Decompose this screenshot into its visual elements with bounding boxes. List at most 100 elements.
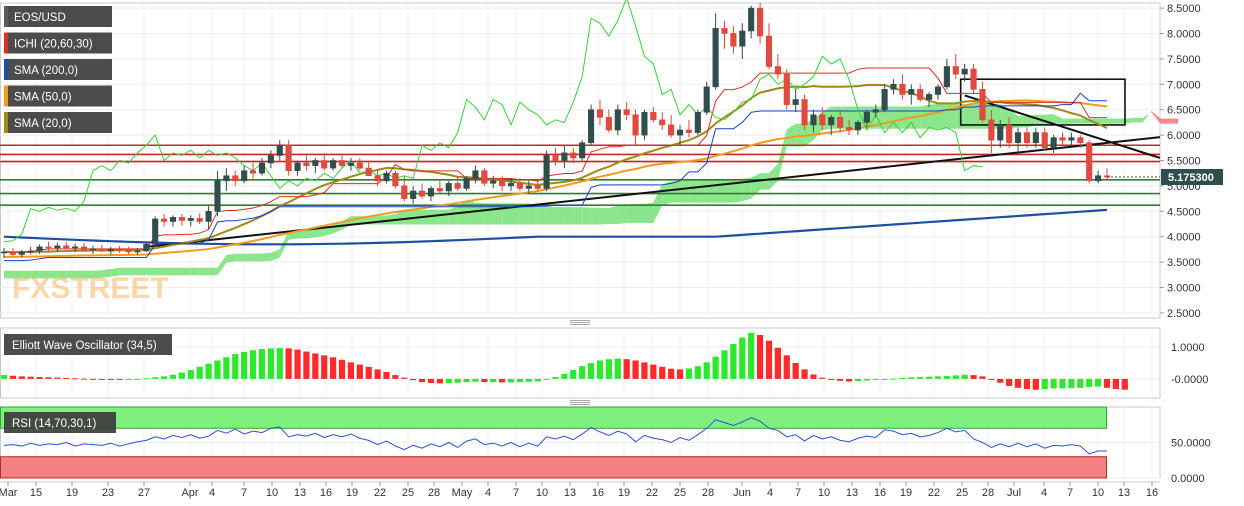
candle bbox=[863, 109, 870, 128]
ewo-bar bbox=[712, 356, 719, 379]
ewo-bar bbox=[169, 374, 177, 379]
candle bbox=[614, 104, 621, 136]
current-price-badge bbox=[1161, 168, 1223, 185]
candle-body bbox=[481, 170, 488, 184]
ichimoku-cloud-segment bbox=[1169, 118, 1179, 124]
ichimoku-cloud-segment bbox=[1098, 118, 1107, 124]
ewo-bar bbox=[285, 348, 292, 379]
candle bbox=[507, 178, 515, 191]
candle-body bbox=[134, 250, 141, 253]
candle-body bbox=[330, 160, 337, 169]
legend-item[interactable]: EOS/USD bbox=[4, 6, 112, 27]
ewo-bar bbox=[374, 369, 381, 379]
legend-item[interactable]: SMA (20,0) bbox=[4, 112, 112, 133]
candle bbox=[436, 180, 443, 194]
candle bbox=[748, 5, 755, 39]
candle-body bbox=[98, 248, 105, 252]
legend-color-swatch bbox=[4, 6, 8, 27]
ewo-bar bbox=[63, 377, 70, 379]
candle-body bbox=[854, 122, 861, 131]
legend-item[interactable]: ICHI (20,60,30) bbox=[4, 32, 112, 54]
ewo-bar bbox=[356, 364, 363, 379]
legend-color-swatch bbox=[4, 85, 8, 107]
price-tick-label: 5.5000 bbox=[1167, 156, 1201, 168]
ewo-bar bbox=[232, 354, 239, 379]
legend-color-swatch bbox=[4, 32, 8, 54]
ichimoku-cloud-segment bbox=[537, 207, 547, 225]
candle-body bbox=[161, 218, 168, 222]
candle bbox=[525, 180, 532, 194]
candle bbox=[205, 206, 212, 230]
ichimoku-cloud-segment bbox=[715, 179, 725, 203]
ewo-bar bbox=[1121, 378, 1128, 390]
rsi-line bbox=[3, 417, 1107, 455]
panel-resize-handle[interactable] bbox=[570, 400, 590, 405]
candle bbox=[161, 213, 168, 227]
candle bbox=[881, 84, 888, 113]
ichimoku-cloud-segment bbox=[786, 123, 796, 147]
candle bbox=[926, 91, 933, 108]
legend-item[interactable]: SMA (50,0) bbox=[4, 85, 112, 107]
candle bbox=[321, 155, 328, 171]
ewo-bar bbox=[134, 378, 141, 380]
candle bbox=[472, 165, 479, 184]
ewo-bar bbox=[961, 374, 968, 379]
candle bbox=[765, 23, 773, 70]
candle-body bbox=[196, 218, 203, 222]
candle bbox=[241, 165, 248, 184]
candle bbox=[703, 81, 710, 115]
ewo-title-box bbox=[4, 334, 172, 355]
candle-body bbox=[116, 249, 123, 251]
candle bbox=[668, 114, 675, 138]
candle-body bbox=[730, 33, 737, 47]
candle-body bbox=[374, 175, 381, 182]
candle bbox=[1041, 127, 1048, 151]
candle-body bbox=[552, 155, 559, 161]
candle-body bbox=[845, 127, 853, 131]
ewo-bar bbox=[18, 376, 25, 379]
candle-body bbox=[988, 119, 995, 141]
ewo-bar bbox=[970, 375, 977, 379]
ewo-bar bbox=[125, 378, 132, 380]
ichimoku-cloud-segment bbox=[190, 267, 200, 276]
candle bbox=[258, 157, 266, 176]
candle bbox=[303, 155, 310, 171]
rsi-tick-label: 50.0000 bbox=[1171, 438, 1211, 450]
ewo-bar bbox=[863, 378, 870, 381]
candle bbox=[917, 84, 924, 103]
candle bbox=[347, 157, 354, 171]
time-tick-label: Apr bbox=[181, 487, 198, 499]
price-tick-label: 4.0000 bbox=[1167, 232, 1201, 244]
candle bbox=[774, 53, 781, 80]
candle-body bbox=[89, 248, 97, 251]
ewo-bar bbox=[321, 355, 328, 379]
ewo-bar bbox=[1006, 378, 1013, 386]
ewo-panel-frame bbox=[0, 327, 1161, 399]
time-tick-label: Jul bbox=[1007, 487, 1021, 499]
time-tick-label: 10 bbox=[266, 487, 278, 499]
candle-body bbox=[490, 180, 497, 184]
legend-item[interactable]: SMA (200,0) bbox=[4, 59, 112, 80]
time-tick-label: 7 bbox=[795, 487, 801, 499]
candle bbox=[516, 178, 523, 191]
candle-body bbox=[961, 68, 968, 75]
ichimoku-cloud-segment bbox=[528, 203, 538, 225]
ichimoku-cloud-segment bbox=[261, 252, 271, 262]
candle bbox=[392, 170, 399, 189]
legend-item-label: EOS/USD bbox=[14, 12, 66, 24]
price-tick-label: 2.5000 bbox=[1167, 308, 1201, 320]
candle-body bbox=[232, 175, 239, 182]
candle bbox=[214, 170, 221, 217]
ewo-bar bbox=[490, 378, 497, 383]
ewo-bar bbox=[196, 366, 203, 379]
panel-resize-handle[interactable] bbox=[570, 320, 590, 325]
candle bbox=[356, 157, 363, 171]
candle bbox=[801, 94, 808, 131]
ichimoku-cloud-segment bbox=[12, 270, 22, 279]
candle-body bbox=[1050, 137, 1057, 149]
ewo-bar bbox=[205, 363, 212, 379]
ichimoku-kijun-line bbox=[4, 92, 1107, 262]
price-tick-label: 8.0000 bbox=[1167, 28, 1201, 40]
time-tick-label: 25 bbox=[674, 487, 686, 499]
price-tick-label: 6.0000 bbox=[1167, 130, 1201, 142]
